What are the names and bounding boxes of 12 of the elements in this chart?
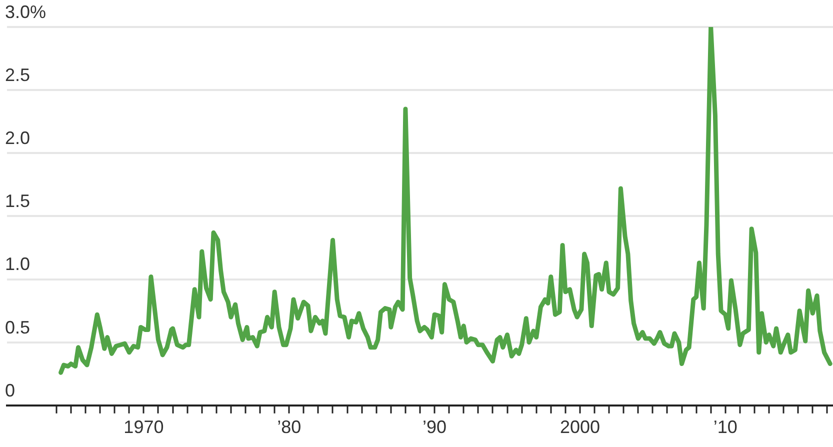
y-tick-label: 2.0 <box>5 128 30 148</box>
y-tick-label: 2.5 <box>5 65 30 86</box>
y-tick-label: 1.0 <box>5 254 30 274</box>
y-tick-label: 0.5 <box>5 317 30 338</box>
y-tick-label: 1.5 <box>5 191 30 212</box>
x-tick-label: ’90 <box>422 417 447 438</box>
x-tick-label: 2000 <box>560 417 600 438</box>
x-tick-label: 1970 <box>124 417 164 438</box>
y-tick-label: 3.0% <box>5 2 46 22</box>
x-tick-label: ’10 <box>713 417 738 438</box>
x-tick-label: ’80 <box>277 417 302 438</box>
y-tick-label: 0 <box>5 380 16 400</box>
